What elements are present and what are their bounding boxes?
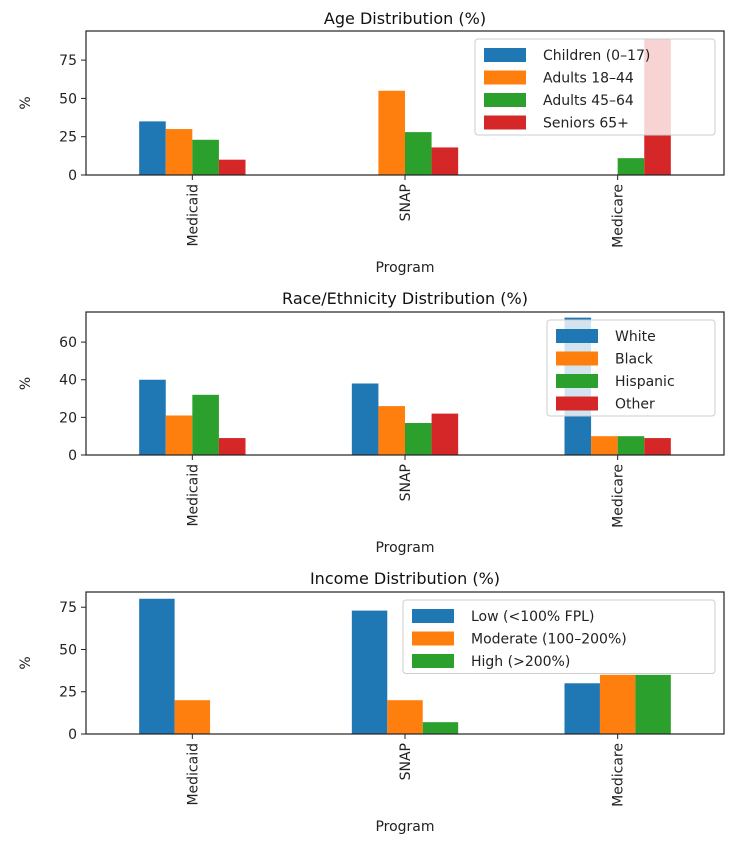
bar-medicare-1 <box>564 683 600 734</box>
legend-swatch <box>484 48 526 62</box>
x-tick-label: Medicare <box>611 743 627 807</box>
x-tick-label: SNAP <box>398 464 414 501</box>
legend-label: High (>200%) <box>471 654 570 670</box>
legend-swatch <box>412 631 454 646</box>
y-tick-label: 25 <box>59 685 77 701</box>
legend: Low (<100% FPL) Moderate (100–200%) High (… <box>402 599 716 674</box>
bar-medicare-3 <box>617 436 645 455</box>
y-tick-label: 75 <box>59 53 77 69</box>
legend-label: Hispanic <box>615 374 675 390</box>
chart-title: Age Distribution (%) <box>324 9 486 28</box>
legend-label: Seniors 65+ <box>543 116 629 132</box>
bar-snap-3 <box>405 423 432 455</box>
y-tick-label: 0 <box>68 448 77 464</box>
legend-label: Moderate (100–200%) <box>471 632 627 648</box>
y-tick-label: 50 <box>59 642 77 658</box>
legend-frame <box>402 599 716 674</box>
bar-medicaid-4 <box>218 438 246 455</box>
y-tick-label: 0 <box>68 727 77 743</box>
y-axis-label: % <box>18 377 34 390</box>
x-tick-label: Medicaid <box>185 184 201 247</box>
x-tick-label: Medicare <box>611 464 627 528</box>
bar-snap-3 <box>422 722 459 734</box>
legend-swatch <box>412 609 454 623</box>
bar-medicare-3 <box>617 158 645 175</box>
bar-medicare-4 <box>644 438 671 455</box>
legend-swatch <box>484 70 526 85</box>
y-tick-label: 25 <box>59 130 77 146</box>
bar-snap-2 <box>378 406 405 455</box>
legend-swatch <box>484 93 526 107</box>
legend-swatch <box>556 396 598 411</box>
y-tick-label: 40 <box>59 373 77 389</box>
chart-title: Income Distribution (%) <box>310 569 500 588</box>
legend-swatch <box>484 115 526 130</box>
y-tick-label: 60 <box>59 335 77 351</box>
x-tick-label: Medicaid <box>185 464 201 527</box>
x-axis-label: Program <box>375 540 434 556</box>
x-tick-label: SNAP <box>398 184 414 221</box>
legend-swatch <box>556 374 598 388</box>
bar-medicare-3 <box>635 674 671 734</box>
legend: Children (0–17) Adults 18–44 Adults 45–64 S… <box>474 38 716 136</box>
bar-snap-2 <box>387 700 423 734</box>
y-tick-label: 0 <box>68 168 77 184</box>
legend-label: Other <box>615 397 655 413</box>
legend-swatch <box>412 654 454 668</box>
x-tick-label: Medicaid <box>185 743 201 806</box>
bar-medicaid-3 <box>192 394 219 455</box>
bar-medicaid-2 <box>165 415 193 455</box>
x-tick-label: Medicare <box>611 184 627 248</box>
bar-medicaid-1 <box>139 379 166 455</box>
bar-snap-1 <box>351 610 388 734</box>
bar-medicaid-1 <box>139 121 166 175</box>
legend-label: Adults 45–64 <box>543 93 634 109</box>
subplot-3: 0 25 50 75 Medicaid SNAP Medicare Income Distri… <box>18 569 725 835</box>
legend-label: Children (0–17) <box>543 48 650 64</box>
chart-title: Race/Ethnicity Distribution (%) <box>282 289 528 308</box>
legend-label: Adults 18–44 <box>543 71 634 87</box>
legend-label: Low (<100% FPL) <box>471 609 594 625</box>
legend-label: Black <box>615 352 654 368</box>
y-axis-label: % <box>18 656 34 669</box>
legend: White Black Hispanic Other <box>546 319 716 417</box>
bar-snap-4 <box>431 147 459 175</box>
bar-medicare-2 <box>599 674 636 734</box>
subplot-2: 0 20 40 60 Medicaid SNAP Medicare Race/Ethnicit… <box>18 289 725 556</box>
legend-label: White <box>615 329 656 345</box>
x-axis-label: Program <box>375 260 434 276</box>
x-axis-label: Program <box>375 819 434 835</box>
legend-frame <box>546 319 716 417</box>
y-tick-label: 75 <box>59 600 77 616</box>
bar-snap-4 <box>431 413 459 455</box>
legend-frame <box>474 38 716 136</box>
subplot-1: 0 25 50 75 Medicaid SNAP Medicare Age Distribut… <box>18 9 725 276</box>
bar-snap-1 <box>351 383 379 455</box>
bar-snap-2 <box>378 90 405 175</box>
x-tick-label: SNAP <box>398 743 414 780</box>
y-axis-label: % <box>18 96 34 109</box>
bar-medicaid-4 <box>218 159 246 175</box>
y-tick-label: 20 <box>59 410 77 426</box>
legend-swatch <box>556 351 598 366</box>
bar-medicaid-3 <box>192 139 219 175</box>
bar-medicaid-1 <box>139 598 175 734</box>
legend-swatch <box>556 329 598 343</box>
bar-medicaid-2 <box>165 129 193 175</box>
y-tick-label: 50 <box>59 91 77 107</box>
bar-medicare-2 <box>591 436 618 455</box>
bar-snap-3 <box>405 132 432 175</box>
bar-medicaid-2 <box>174 700 211 734</box>
